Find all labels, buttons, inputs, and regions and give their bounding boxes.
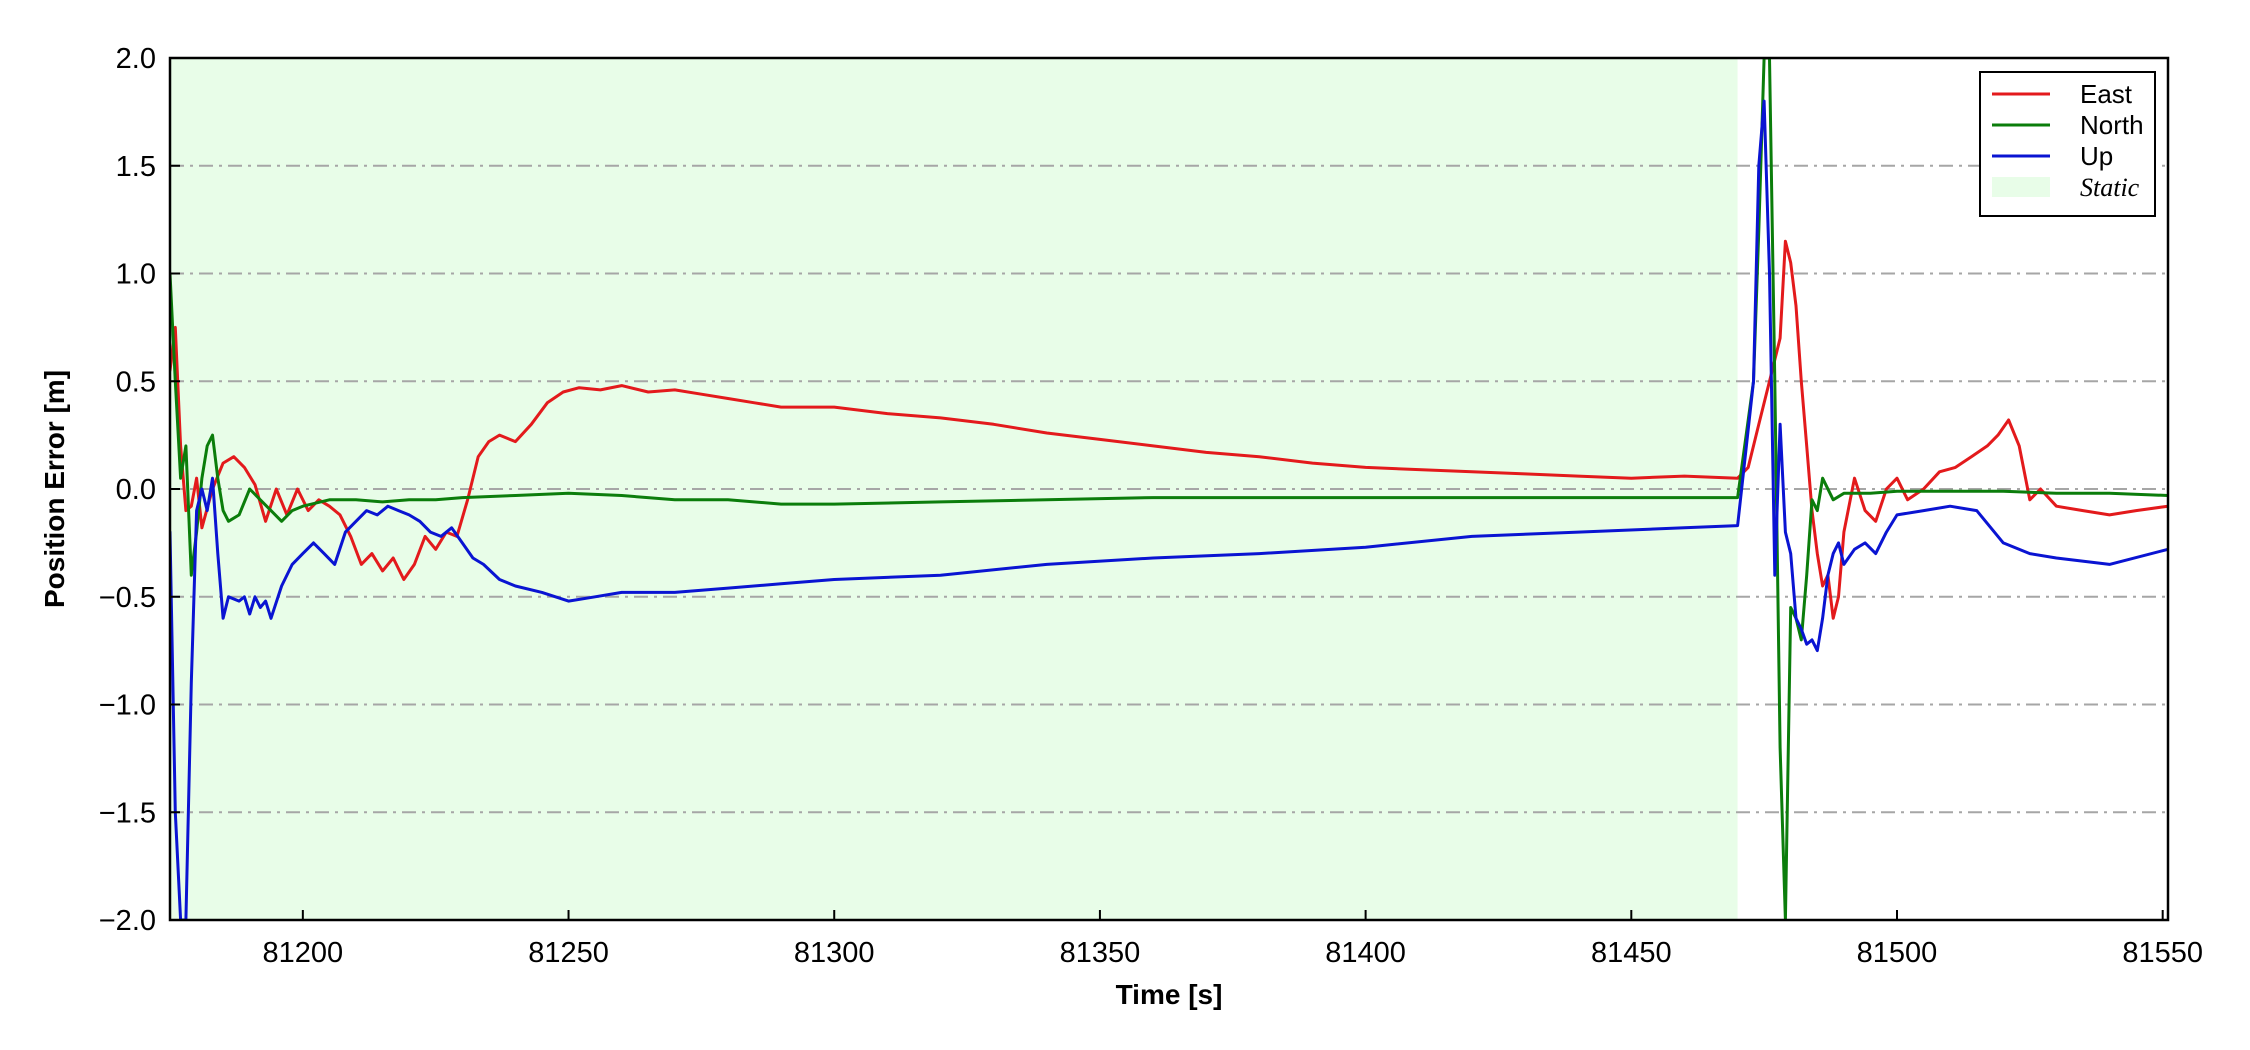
x-tick-label: 81350	[1060, 937, 1141, 969]
legend-label-north: North	[2080, 110, 2144, 140]
x-tick-label: 81300	[794, 937, 875, 969]
y-tick-label: −1.0	[99, 690, 156, 722]
series-line-up	[170, 99, 2168, 920]
x-tick-label: 81400	[1325, 937, 1406, 969]
legend-label-static: Static	[2080, 173, 2140, 202]
x-axis-title: Time [s]	[1116, 979, 1223, 1010]
y-axis-title: Position Error [m]	[39, 370, 70, 608]
x-tick-label: 81450	[1591, 937, 1672, 969]
y-grid-lines	[170, 164, 2168, 814]
y-tick-label: −0.5	[99, 582, 156, 614]
x-tick-label: 81500	[1857, 937, 1938, 969]
x-tick-label: 81550	[2122, 937, 2203, 969]
legend-label-east: East	[2080, 79, 2133, 109]
y-axis-ticks: −2.0 −1.5 −1.0 −0.5 0.0 0.5 1.0 1.5 2.0	[99, 43, 180, 937]
y-tick-label: 0.0	[116, 474, 156, 506]
series-lines	[170, 58, 2168, 920]
y-tick-label: 1.0	[116, 259, 156, 291]
legend-label-up: Up	[2080, 141, 2113, 171]
series-line-east	[170, 239, 2168, 620]
y-tick-label: 1.5	[116, 151, 156, 183]
y-tick-label: −1.5	[99, 797, 156, 829]
y-tick-label: 0.5	[116, 366, 156, 398]
series-line-north	[170, 58, 2168, 920]
x-tick-label: 81250	[528, 937, 609, 969]
x-tick-label: 81200	[263, 937, 344, 969]
y-tick-label: −2.0	[99, 905, 156, 937]
legend-swatch-static	[1992, 177, 2050, 197]
y-tick-label: 2.0	[116, 43, 156, 75]
x-axis-ticks: 81200 81250 81300 81350 81400 81450 81500 81550	[263, 910, 2203, 969]
